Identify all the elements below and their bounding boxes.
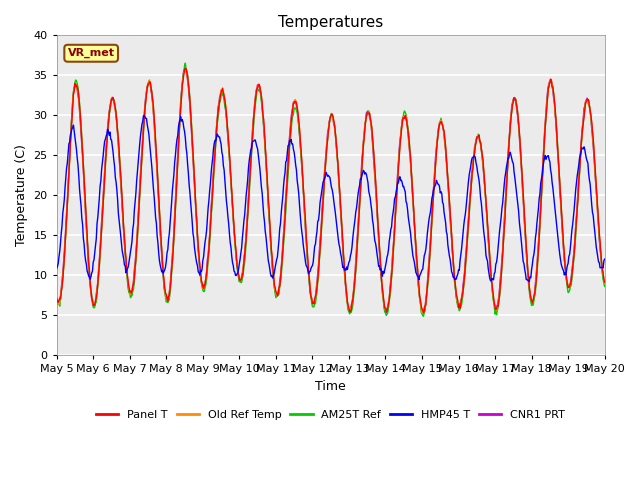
Y-axis label: Temperature (C): Temperature (C) — [15, 144, 28, 246]
Text: VR_met: VR_met — [68, 48, 115, 59]
X-axis label: Time: Time — [316, 380, 346, 393]
Title: Temperatures: Temperatures — [278, 15, 383, 30]
Legend: Panel T, Old Ref Temp, AM25T Ref, HMP45 T, CNR1 PRT: Panel T, Old Ref Temp, AM25T Ref, HMP45 … — [92, 406, 570, 424]
